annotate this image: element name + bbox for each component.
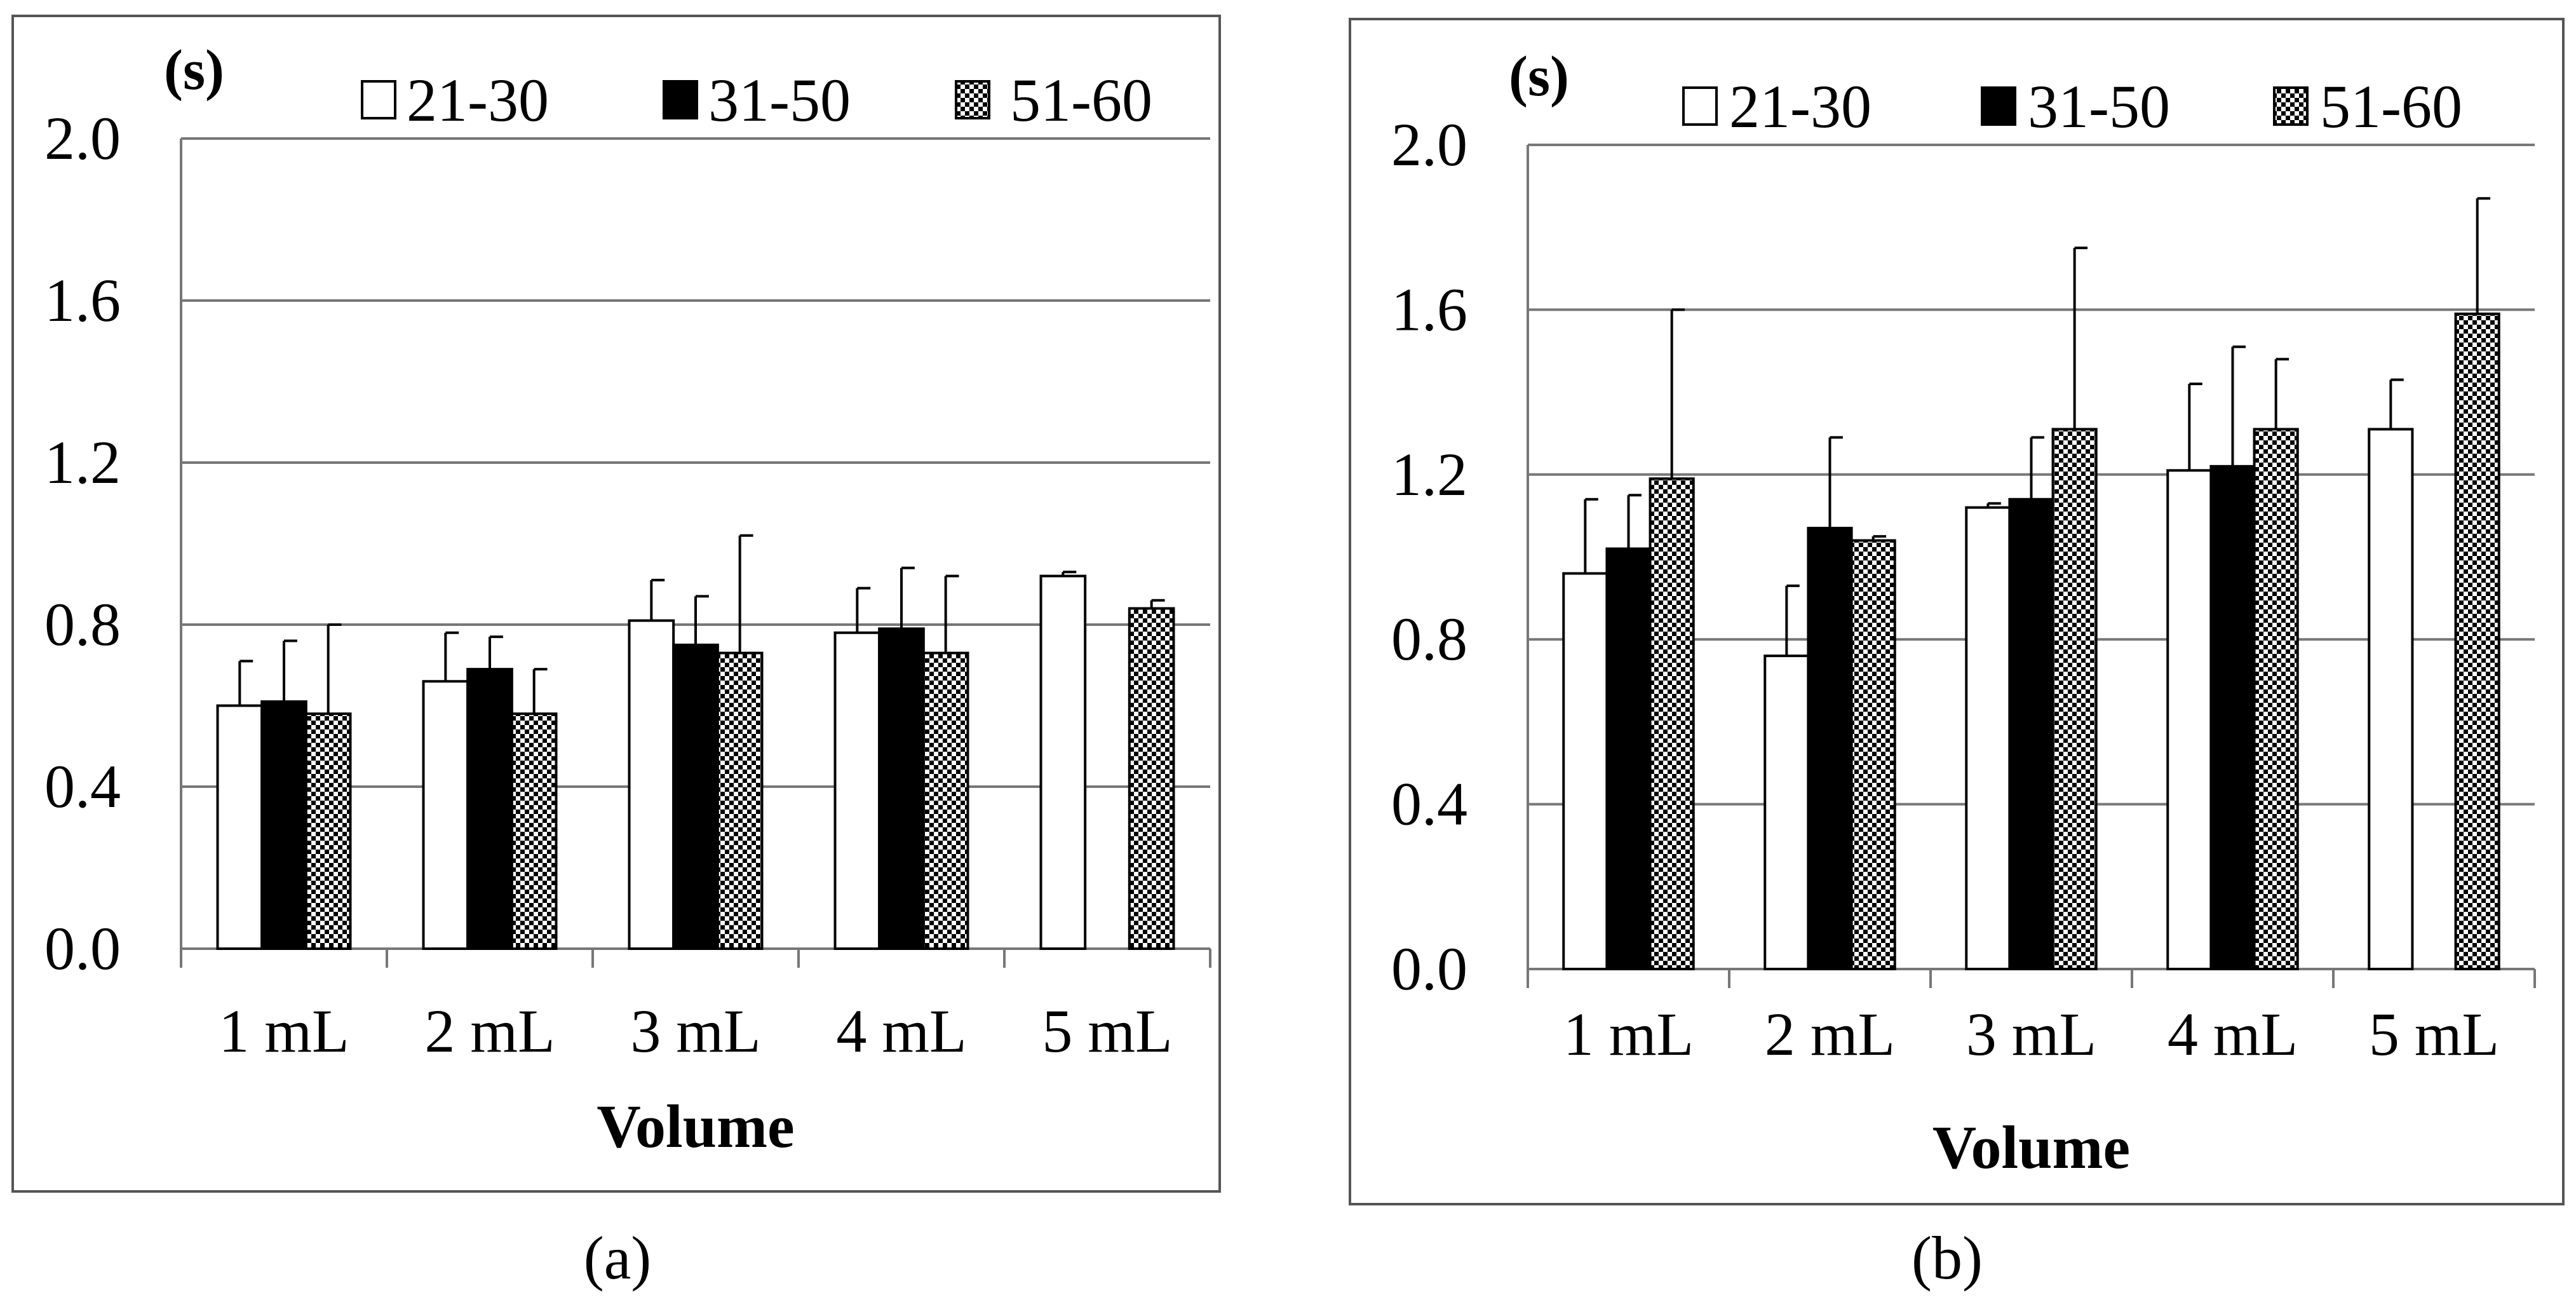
bar-21-30 <box>1039 574 1087 950</box>
caption-b: (b) <box>1912 1224 1983 1292</box>
y-tick-label: 0.4 <box>44 752 121 820</box>
bar-21-30 <box>833 631 881 950</box>
y-tick-label: 0.0 <box>44 914 121 982</box>
bar-51-60 <box>2253 428 2299 970</box>
chart-frame <box>11 15 1221 1193</box>
bar-31-50 <box>878 627 925 950</box>
unit-label: (s) <box>164 39 224 102</box>
legend-label: 51-60 <box>2320 72 2462 140</box>
bar-51-60 <box>922 651 969 950</box>
y-tick-label: 2.0 <box>1391 111 1467 179</box>
y-tick-label: 1.6 <box>44 266 121 334</box>
unit-label: (s) <box>1509 45 1569 108</box>
category-label: 2 mL <box>424 997 555 1065</box>
legend-swatch-51-60 <box>2273 86 2309 126</box>
legend-label: 21-30 <box>1729 72 1871 140</box>
category-label: 5 mL <box>1042 997 1172 1065</box>
y-tick-label: 1.6 <box>1391 275 1467 343</box>
chart-panel-a: 0.0 0.4 0.8 1.2 1.6 2.0 1 mL 2 mL 3 mL 4 mL 5 mL Vo… <box>11 15 1221 1193</box>
chart-frame <box>1349 18 2565 1205</box>
legend-swatch-21-30 <box>1682 86 1718 126</box>
bar-31-50 <box>1807 527 1853 970</box>
y-tick-label: 0.0 <box>1391 935 1467 1003</box>
category-label: 3 mL <box>1966 1000 2096 1068</box>
caption-a: (a) <box>584 1224 652 1292</box>
y-tick-label: 1.2 <box>1391 440 1467 508</box>
bar-21-30 <box>628 619 675 950</box>
bar-21-30 <box>422 680 469 950</box>
legend-label: 21-30 <box>407 66 549 134</box>
category-label: 4 mL <box>836 997 966 1065</box>
legend-swatch-51-60 <box>955 80 990 119</box>
category-label: 2 mL <box>1765 1000 1895 1068</box>
category-label: 1 mL <box>1563 1000 1694 1068</box>
legend-swatch-21-30 <box>361 80 396 119</box>
bar-51-60 <box>2454 312 2500 970</box>
bar-21-30 <box>1965 506 2011 970</box>
category-label: 5 mL <box>2369 1000 2499 1068</box>
category-label: 3 mL <box>630 997 760 1065</box>
y-tick-label: 2.0 <box>44 104 121 172</box>
bar-51-60 <box>510 712 558 950</box>
bar-31-50 <box>2008 498 2054 970</box>
y-tick-label: 0.4 <box>1391 770 1467 838</box>
bar-51-60 <box>1850 539 1896 970</box>
legend-swatch-31-50 <box>1981 86 2016 126</box>
bar-21-30 <box>1763 654 1810 970</box>
bar-31-50 <box>1605 547 1652 970</box>
bar-21-30 <box>2368 428 2414 970</box>
chart-panel-b: 0.0 0.4 0.8 1.2 1.6 2.0 1 mL 2 mL 3 mL 4 mL 5 mL Vo… <box>1349 18 2565 1205</box>
y-tick-label: 1.2 <box>44 428 121 496</box>
y-tick-label: 0.8 <box>44 590 121 658</box>
bar-31-50 <box>260 700 307 950</box>
y-tick-label: 0.8 <box>1391 605 1467 673</box>
bar-31-50 <box>672 643 719 950</box>
legend-label: 51-60 <box>1010 66 1152 134</box>
bar-51-60 <box>2051 428 2098 970</box>
bar-21-30 <box>2166 469 2213 970</box>
legend-label: 31-50 <box>2028 72 2170 140</box>
bar-21-30 <box>216 704 264 950</box>
bar-51-60 <box>1649 477 1695 970</box>
bar-21-30 <box>1562 572 1608 970</box>
x-axis-title: Volume <box>597 1092 794 1160</box>
bar-51-60 <box>716 651 764 950</box>
bar-51-60 <box>304 712 352 950</box>
x-axis-title: Volume <box>1932 1113 2130 1181</box>
legend-label: 31-50 <box>708 66 851 134</box>
bar-31-50 <box>2209 465 2256 970</box>
bar-31-50 <box>466 668 513 950</box>
bar-51-60 <box>1128 607 1175 950</box>
legend-swatch-31-50 <box>663 80 698 119</box>
category-label: 4 mL <box>2168 1000 2298 1068</box>
category-label: 1 mL <box>219 997 349 1065</box>
